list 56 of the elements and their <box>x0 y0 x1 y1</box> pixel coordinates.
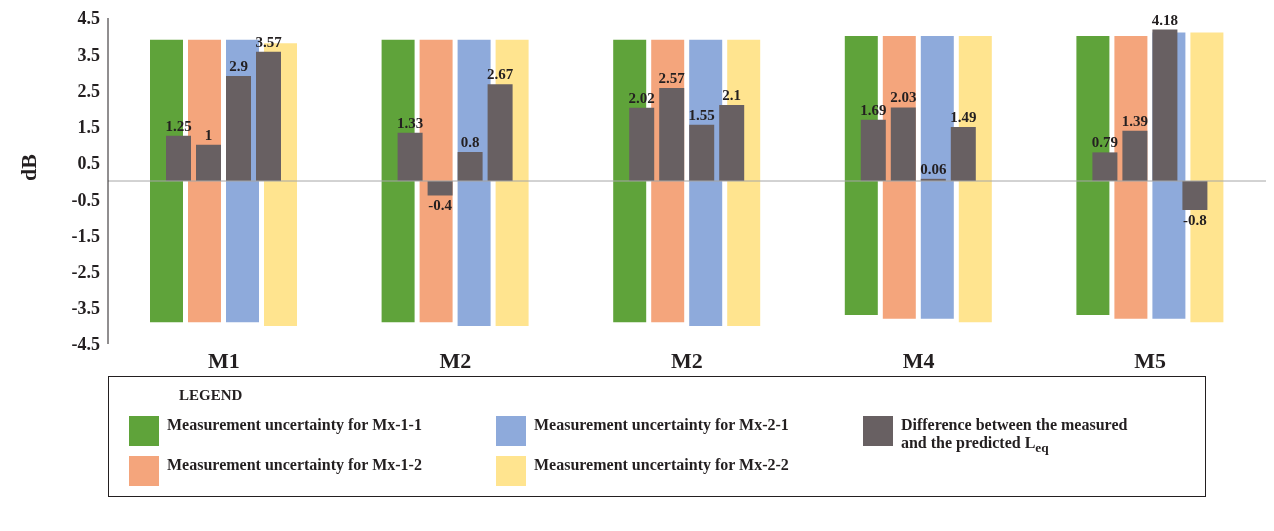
bar <box>950 127 976 181</box>
y-tick-label: 0.5 <box>77 153 100 174</box>
data-label: 3.57 <box>255 33 283 50</box>
bar <box>196 144 221 181</box>
data-label: 2.9 <box>229 57 248 74</box>
legend-label: Measurement uncertainty for Mx-2-2 <box>533 456 789 474</box>
data-label: 1.49 <box>950 109 977 126</box>
y-tick-label: 1.5 <box>77 117 100 138</box>
bar <box>397 132 423 181</box>
bar <box>427 181 453 196</box>
bar <box>487 84 513 181</box>
data-label: 2.67 <box>486 66 514 83</box>
y-tick-label: -4.5 <box>71 334 100 355</box>
bar <box>457 152 483 181</box>
bar <box>629 107 655 181</box>
data-label: 2.03 <box>890 89 917 106</box>
y-tick-label: 3.5 <box>77 44 100 65</box>
data-label: -0.4 <box>428 197 453 214</box>
y-tick-label: -3.5 <box>71 298 100 319</box>
bar <box>226 75 251 181</box>
legend-title: LEGEND <box>179 387 244 404</box>
legend-label: Measurement uncertainty for Mx-1-1 <box>167 416 422 434</box>
data-label: 1 <box>204 126 213 143</box>
bar <box>1152 29 1178 181</box>
data-label: 0.8 <box>460 134 480 151</box>
legend-label: Measurement uncertainty for Mx-1-2 <box>167 456 422 474</box>
data-label: 2.1 <box>722 86 742 103</box>
bar <box>256 51 281 181</box>
bar <box>890 107 916 181</box>
data-label: 1.55 <box>688 106 715 123</box>
data-label: 0.06 <box>920 160 947 177</box>
data-label: 2.57 <box>658 69 686 86</box>
x-tick-label: M1 <box>207 347 240 373</box>
bar <box>689 124 715 181</box>
bar <box>659 87 685 181</box>
bar <box>719 104 745 181</box>
bar <box>1092 152 1118 181</box>
y-tick-label: 4.5 <box>77 8 100 29</box>
x-tick-label: M2 <box>439 347 472 373</box>
bar <box>1122 130 1148 181</box>
data-label: -0.8 <box>1183 211 1207 228</box>
y-tick-label: -2.5 <box>71 261 100 282</box>
x-tick-label: M4 <box>902 347 935 373</box>
data-label: 4.18 <box>1151 11 1179 28</box>
y-tick-label: -0.5 <box>71 189 100 210</box>
y-tick-label: -1.5 <box>71 225 100 246</box>
bar <box>166 135 191 181</box>
legend-label: Measurement uncertainty for Mx-2-1 <box>533 416 789 434</box>
legend-label: Difference between the measured and the predicted L$_{eq}$ <box>900 416 1129 457</box>
y-tick-label: 2.5 <box>77 80 100 101</box>
y-axis-title: dB <box>15 153 41 181</box>
bar <box>860 119 886 181</box>
x-tick-label: M5 <box>1134 347 1167 373</box>
bar <box>1182 181 1208 210</box>
x-tick-label: M2 <box>671 347 703 373</box>
data-label: 1.39 <box>1121 112 1149 129</box>
